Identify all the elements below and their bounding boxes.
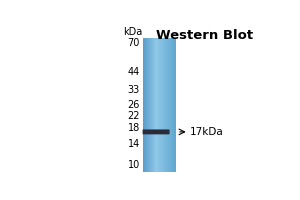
Text: 33: 33 [128, 85, 140, 95]
Text: 44: 44 [128, 67, 140, 77]
Text: Western Blot: Western Blot [156, 29, 254, 42]
FancyBboxPatch shape [142, 129, 170, 134]
Text: 14: 14 [128, 139, 140, 149]
Text: kDa: kDa [123, 27, 142, 37]
Text: 22: 22 [127, 111, 140, 121]
Text: 70: 70 [128, 38, 140, 48]
Text: 26: 26 [128, 100, 140, 110]
Text: 10: 10 [128, 160, 140, 170]
Text: 18: 18 [128, 123, 140, 133]
Text: 17kDa: 17kDa [190, 127, 224, 137]
